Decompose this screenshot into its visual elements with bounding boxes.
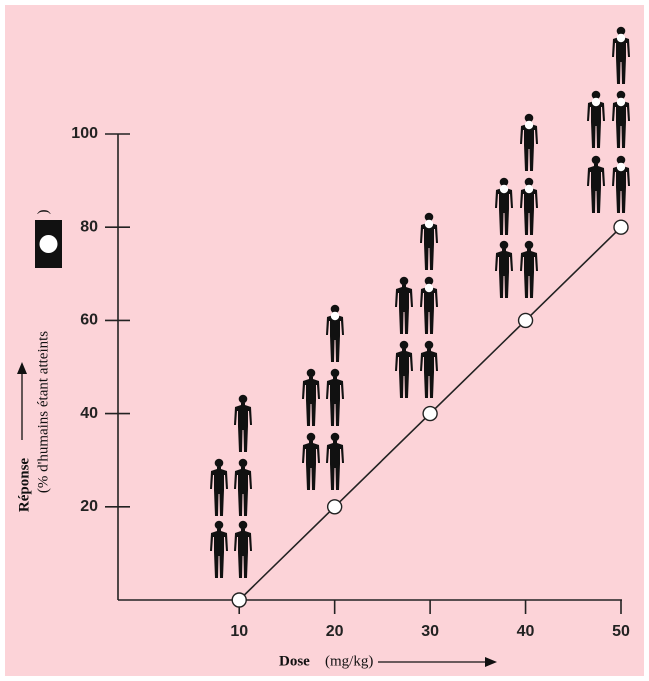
chart: Réponse (% d'humains étant atteints ) Do…	[0, 0, 649, 681]
affected-dot	[331, 312, 339, 320]
background	[5, 5, 644, 676]
affected-dot	[425, 220, 433, 228]
y-tick-label: 80	[80, 218, 98, 235]
x-tick-label: 50	[612, 623, 630, 640]
x-tick-label: 20	[326, 623, 344, 640]
page: {"chart_data": {"type": "line", "x": [10…	[0, 0, 649, 681]
y-tick-label: 20	[80, 498, 98, 515]
y-axis-detail: (% d'humains étant atteints	[35, 331, 51, 493]
x-axis-unit: (mg/kg)	[325, 653, 373, 669]
affected-dot	[500, 185, 508, 193]
y-tick-label: 100	[71, 125, 98, 142]
affected-dot	[592, 98, 600, 106]
x-tick-label: 40	[517, 623, 535, 640]
point	[614, 220, 628, 234]
affected-dot	[617, 163, 625, 171]
point	[519, 313, 533, 327]
affected-dot	[617, 98, 625, 106]
point	[328, 500, 342, 514]
point	[232, 593, 246, 607]
affected-dot	[617, 34, 625, 42]
x-tick-label: 30	[421, 623, 439, 640]
y-axis-close: )	[35, 210, 51, 215]
affected-dot	[525, 185, 533, 193]
x-tick-label: 10	[230, 623, 248, 640]
point	[423, 407, 437, 421]
affected-dot	[525, 121, 533, 129]
y-tick-label: 40	[80, 405, 98, 422]
affected-dot	[40, 235, 58, 253]
y-axis-label: Réponse	[16, 458, 32, 513]
y-tick-label: 60	[80, 312, 98, 329]
x-axis-label: Dose	[279, 653, 310, 669]
affected-dot	[425, 284, 433, 292]
